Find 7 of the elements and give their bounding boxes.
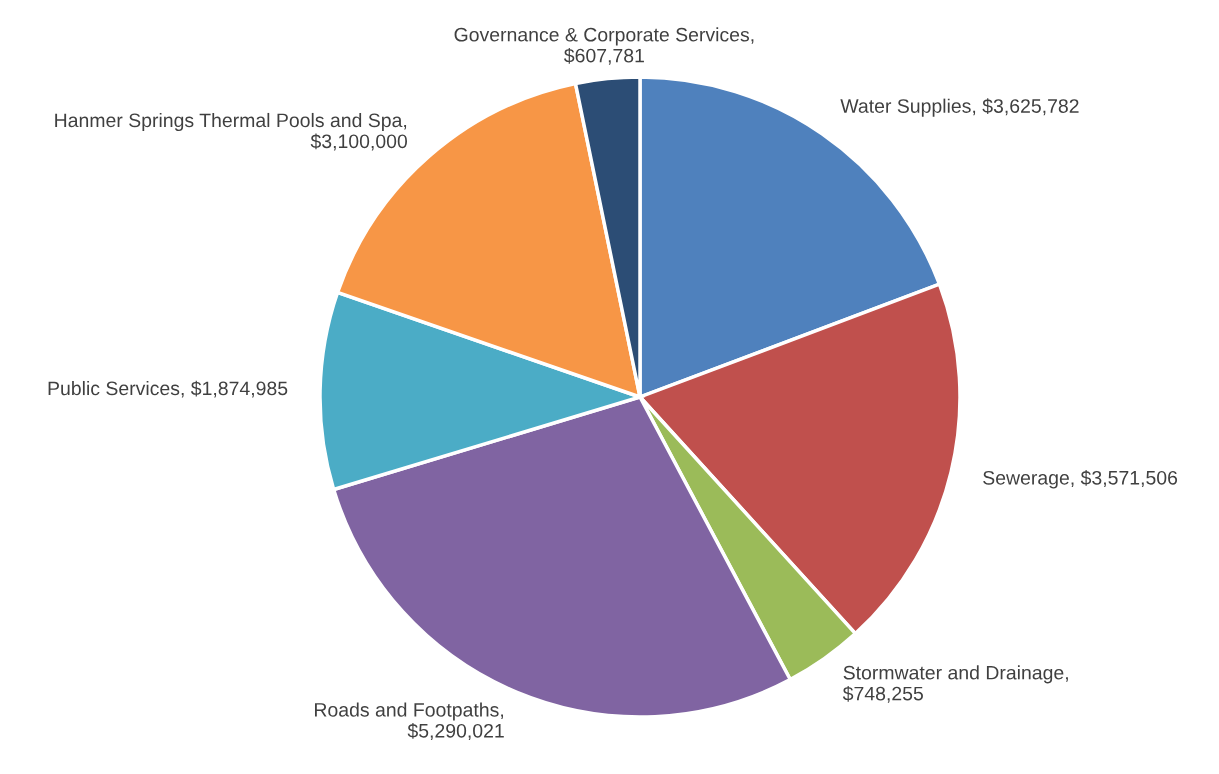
slice-label: Governance & Corporate Services, $607,781	[454, 27, 754, 65]
slice-label: Roads and Footpaths, $5,290,021	[315, 702, 504, 740]
slice-label: Hanmer Springs Thermal Pools and Spa, $3,100,000	[55, 112, 408, 151]
slice-label: Stormwater and Drainage, $748,255	[842, 665, 1068, 703]
slice-label: Sewerage, $3,571,506	[983, 470, 1178, 489]
slice-label: Water Supplies, $3,625,782	[840, 98, 1079, 117]
slice-label: Public Services, $1,874,985	[48, 380, 288, 398]
